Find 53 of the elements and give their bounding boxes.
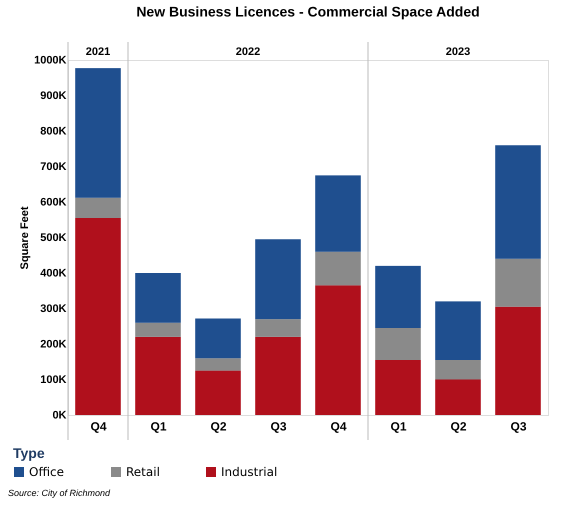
y-tick-label: 500K [40,232,67,244]
y-tick-label: 0K [52,410,67,422]
bar [435,380,481,415]
bar [195,318,241,358]
y-tick-label: 1000K [34,54,67,66]
x-tick-label: Q3 [270,420,287,434]
y-tick-label: 300K [40,303,67,315]
y-tick-label: 400K [40,268,67,280]
bar [75,198,121,218]
y-tick-label: 700K [40,161,67,173]
bar [255,239,301,320]
text: 2022 [236,46,260,58]
x-tick-label: Q4 [90,420,107,434]
bar [435,360,481,380]
bar [375,328,421,360]
y-tick-label: 900K [40,90,67,102]
bar [135,322,181,337]
bar [75,68,121,198]
x-tick-label: Q3 [510,420,527,434]
source-note: Source: City of Richmond [8,488,112,498]
bar [495,306,541,415]
bar [315,252,361,286]
y-tick-label: 200K [40,338,67,350]
y-tick-label: 800K [40,126,67,138]
x-tick-label: Q2 [450,420,467,434]
y-tick-label: 100K [40,374,67,386]
bar [375,266,421,328]
text: 2023 [446,46,470,58]
bar [315,175,361,252]
bar [135,336,181,415]
bar [315,285,361,415]
bar [495,145,541,259]
bar [75,218,121,415]
bar [195,358,241,371]
bar [195,370,241,415]
legend-label: Office [29,465,64,479]
legend-label: Industrial [221,465,278,479]
legend-label: Retail [126,465,160,479]
y-axis-title: Square Feet [19,206,32,270]
y-tick-label: 600K [40,196,67,208]
bar [255,336,301,415]
chart-title: New Business Licences - Commercial Space Added [136,4,480,20]
legend-title: Type [13,445,45,461]
x-tick-label: Q1 [390,420,407,434]
bar [255,319,301,337]
bar [435,301,481,360]
bar [135,273,181,323]
x-tick-label: Q4 [330,420,347,434]
text: 2021 [86,46,110,58]
bar [375,360,421,415]
x-tick-label: Q2 [210,420,227,434]
bar [495,258,541,307]
x-tick-label: Q1 [150,420,167,434]
